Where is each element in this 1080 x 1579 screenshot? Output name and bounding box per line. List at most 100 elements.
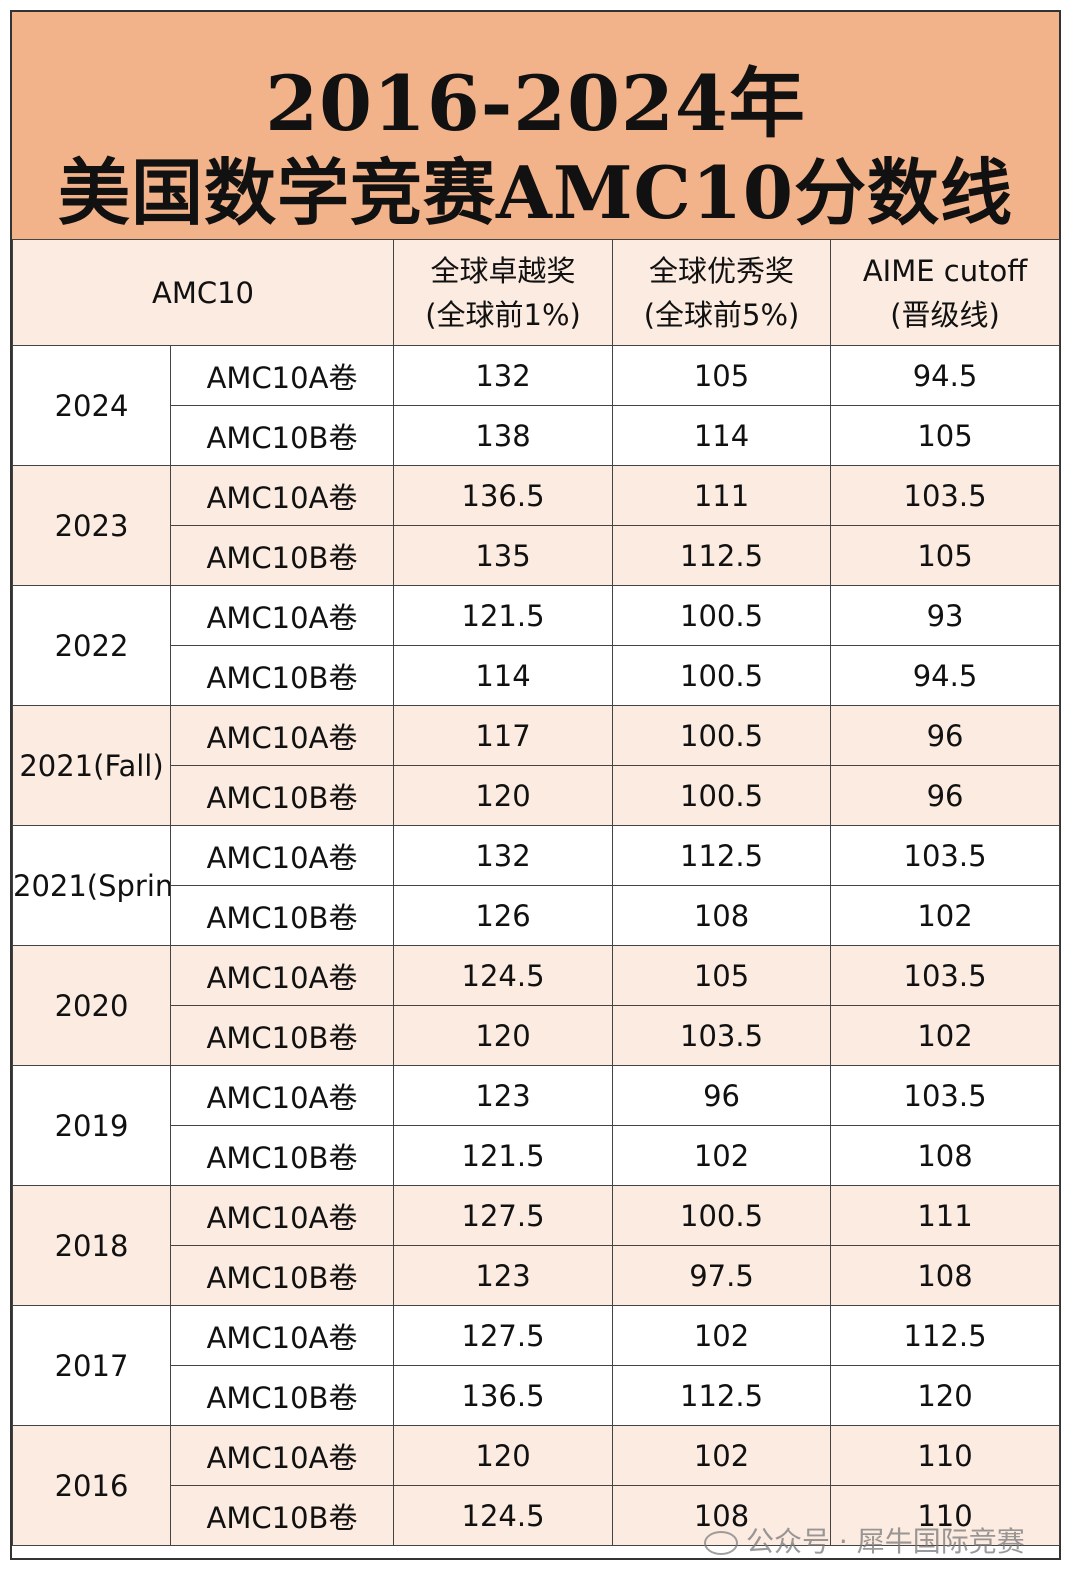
aime-cell: 112.5 [830,1305,1061,1366]
exam-cell: AMC10B卷 [169,1005,395,1066]
score-table-card: 2016-2024年 美国数学竞赛AMC10分数线 AMC10 全球卓越奖 (全… [10,10,1061,1560]
honor-cell: 112.5 [612,825,832,886]
aime-cell: 102 [830,1005,1061,1066]
aime-cell: 96 [830,765,1061,826]
exam-cell: AMC10B卷 [169,765,395,826]
table-row: AMC10B卷 120 103.5 102 [13,1005,1061,1066]
honor-cell: 97.5 [612,1245,832,1306]
exam-cell: AMC10B卷 [169,885,395,946]
aime-cell: 111 [830,1185,1061,1246]
aime-cell: 102 [830,885,1061,946]
distinction-cell: 123 [393,1245,614,1306]
honor-cell: 108 [612,1485,832,1546]
year-cell: 2021(Fall) [12,705,171,826]
header-honor-line1: 全球优秀奖 [649,253,795,288]
header-distinction: 全球卓越奖 (全球前1%) [393,239,614,346]
table-row: AMC10B卷 136.5 112.5 120 [13,1365,1061,1426]
exam-cell: AMC10A卷 [169,585,395,646]
distinction-cell: 121.5 [393,585,614,646]
header-aime-line1: AIME cutoff [862,253,1028,288]
table-row: AMC10B卷 135 112.5 105 [13,525,1061,586]
aime-cell: 103.5 [830,825,1061,886]
year-cell: 2024 [12,345,171,466]
title-banner: 2016-2024年 美国数学竞赛AMC10分数线 [12,12,1059,241]
honor-cell: 100.5 [612,645,832,706]
aime-cell: 108 [830,1125,1061,1186]
aime-cell: 103.5 [830,945,1061,1006]
honor-cell: 102 [612,1125,832,1186]
distinction-cell: 136.5 [393,465,614,526]
table-row: 2017 AMC10A卷 127.5 102 112.5 [12,1305,1061,1426]
table-row: AMC10B卷 138 114 105 [13,405,1061,466]
honor-cell: 105 [612,945,832,1006]
distinction-cell: 127.5 [393,1185,614,1246]
table-row: AMC10B卷 114 100.5 94.5 [13,645,1061,706]
distinction-cell: 138 [393,405,614,466]
distinction-cell: 121.5 [393,1125,614,1186]
honor-cell: 112.5 [612,1365,832,1426]
honor-cell: 105 [612,345,832,406]
aime-cell: 94.5 [830,345,1061,406]
table-row: AMC10B卷 126 108 102 [13,885,1061,946]
exam-cell: AMC10A卷 [169,345,395,406]
exam-cell: AMC10B卷 [169,405,395,466]
header-honor-line2: (全球前5%) [643,297,800,332]
aime-cell: 96 [830,705,1061,766]
distinction-cell: 124.5 [393,945,614,1006]
distinction-cell: 127.5 [393,1305,614,1366]
honor-cell: 102 [612,1425,832,1486]
table-row: 2018 AMC10A卷 127.5 100.5 111 [12,1185,1061,1306]
page-title-line1: 2016-2024年 [265,59,806,148]
page-title-line2: 美国数学竞赛AMC10分数线 [57,150,1014,235]
distinction-cell: 136.5 [393,1365,614,1426]
table-row: AMC10B卷 121.5 102 108 [13,1125,1061,1186]
honor-cell: 114 [612,405,832,466]
exam-cell: AMC10B卷 [169,645,395,706]
table-row: 2023 AMC10A卷 136.5 111 103.5 [12,465,1061,586]
year-cell: 2016 [12,1425,171,1546]
aime-cell: 110 [830,1425,1061,1486]
exam-cell: AMC10B卷 [169,1125,395,1186]
distinction-cell: 120 [393,1005,614,1066]
honor-cell: 112.5 [612,525,832,586]
header-distinction-line1: 全球卓越奖 [430,253,576,288]
honor-cell: 103.5 [612,1005,832,1066]
aime-cell: 105 [830,525,1061,586]
aime-cell: 110 [830,1485,1061,1546]
honor-cell: 100.5 [612,705,832,766]
exam-cell: AMC10A卷 [169,1185,395,1246]
year-cell: 2022 [12,585,171,706]
table-row: AMC10B卷 124.5 108 110 [13,1485,1061,1546]
exam-cell: AMC10A卷 [169,945,395,1006]
distinction-cell: 120 [393,765,614,826]
aime-cell: 94.5 [830,645,1061,706]
exam-cell: AMC10B卷 [169,1485,395,1546]
table-row: 2016 AMC10A卷 120 102 110 [12,1425,1061,1546]
exam-cell: AMC10A卷 [169,1425,395,1486]
aime-cell: 103.5 [830,465,1061,526]
year-cell: 2020 [12,945,171,1066]
exam-cell: AMC10A卷 [169,705,395,766]
year-cell: 2023 [12,465,171,586]
year-cell: 2017 [12,1305,171,1426]
distinction-cell: 124.5 [393,1485,614,1546]
distinction-cell: 132 [393,345,614,406]
table-row: 2019 AMC10A卷 123 96 103.5 [12,1065,1061,1186]
honor-cell: 102 [612,1305,832,1366]
header-aime-line2: (晋级线) [890,297,1000,332]
table-row: AMC10B卷 123 97.5 108 [13,1245,1061,1306]
header-distinction-line2: (全球前1%) [425,297,581,332]
aime-cell: 103.5 [830,1065,1061,1126]
distinction-cell: 123 [393,1065,614,1126]
honor-cell: 111 [612,465,832,526]
exam-cell: AMC10B卷 [169,1245,395,1306]
cutoff-table: AMC10 全球卓越奖 (全球前1%) 全球优秀奖 (全球前5%) AIME c… [11,239,1061,1546]
aime-cell: 93 [830,585,1061,646]
header-aime: AIME cutoff (晋级线) [830,239,1061,346]
distinction-cell: 117 [393,705,614,766]
exam-cell: AMC10A卷 [169,465,395,526]
table-row: 2022 AMC10A卷 121.5 100.5 93 [12,585,1061,706]
honor-cell: 100.5 [612,765,832,826]
distinction-cell: 120 [393,1425,614,1486]
